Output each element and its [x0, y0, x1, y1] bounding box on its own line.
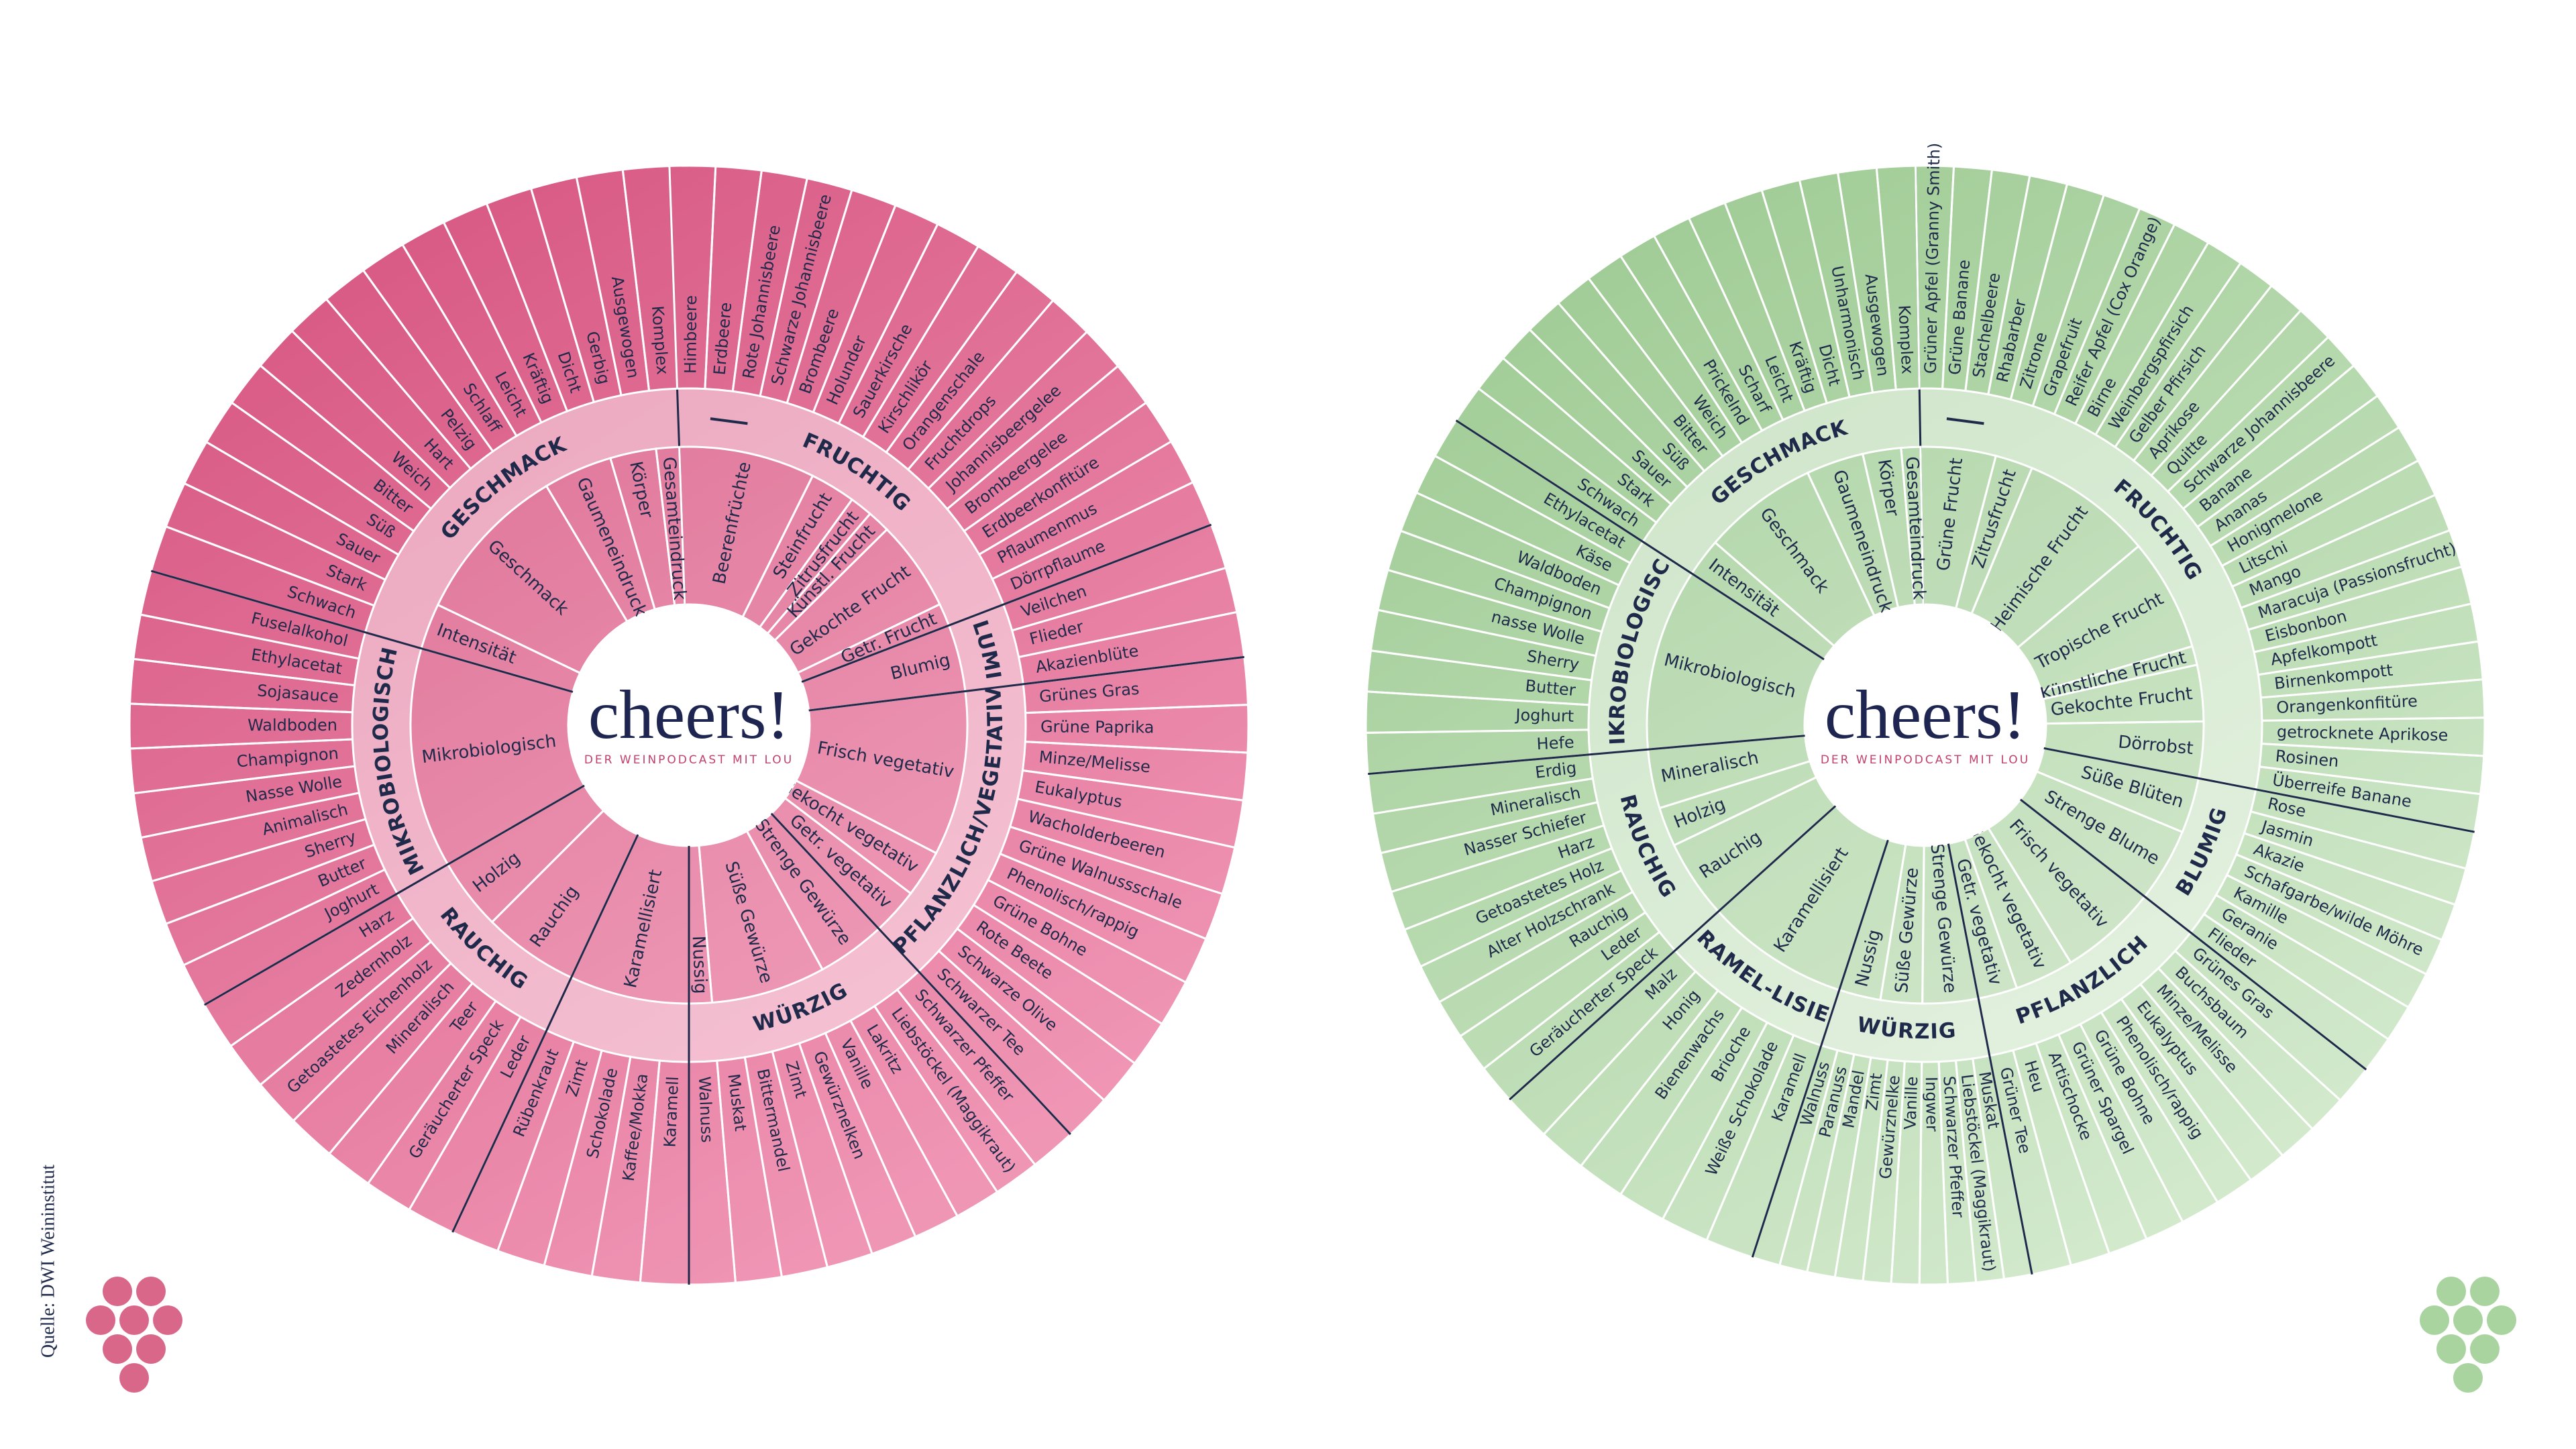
- category-divider: [1947, 843, 2033, 1275]
- direction-arrow: [710, 417, 748, 425]
- term-label: Hefe: [1536, 733, 1574, 753]
- logo-tagline: DER WEINPODCAST MIT LOU: [1821, 753, 2030, 767]
- logo: cheers!: [1825, 676, 2026, 753]
- category-divider: [203, 784, 585, 1006]
- logo-tagline: DER WEINPODCAST MIT LOU: [584, 753, 794, 767]
- term-label: Walnuss: [695, 1076, 716, 1143]
- category-divider: [801, 523, 1212, 683]
- term-label: Joghurt: [1514, 706, 1574, 726]
- term-label: Grüne Paprika: [1040, 717, 1155, 737]
- term-label: getrocknete Aprikose: [2277, 722, 2449, 745]
- term-segment: [1875, 164, 1921, 391]
- category-divider: [1455, 419, 1825, 661]
- term-label: Ingwer: [1922, 1077, 1941, 1132]
- category-divider: [451, 834, 639, 1233]
- category-divider: [2019, 798, 2367, 1071]
- center-disc: [1805, 604, 2046, 846]
- category-divider: [808, 655, 1244, 712]
- category-divider: [1368, 735, 1805, 775]
- term-label: Komplex: [1894, 305, 1917, 374]
- category-divider: [150, 570, 574, 693]
- term-segment: [621, 164, 679, 392]
- term-label: Karamell: [661, 1076, 683, 1148]
- category-divider: [770, 812, 1071, 1135]
- term-label: Waldboden: [248, 716, 337, 735]
- category-divider: [1509, 805, 1837, 1101]
- source-note: Quelle: DWI Weininstitut: [38, 1165, 58, 1358]
- term-label: Grüner Apfel (Granny Smith): [1921, 142, 1944, 374]
- direction-arrow: [1946, 417, 1984, 425]
- logo: cheers!: [588, 676, 790, 753]
- grape-icon: [2420, 1277, 2516, 1393]
- category-divider: [1751, 839, 1889, 1258]
- category-divider: [2043, 747, 2475, 833]
- term-label: Himbeere: [681, 295, 700, 374]
- grape-icon: [86, 1277, 182, 1393]
- center-disc: [568, 604, 810, 846]
- subcategory-label: Nussig: [688, 935, 711, 994]
